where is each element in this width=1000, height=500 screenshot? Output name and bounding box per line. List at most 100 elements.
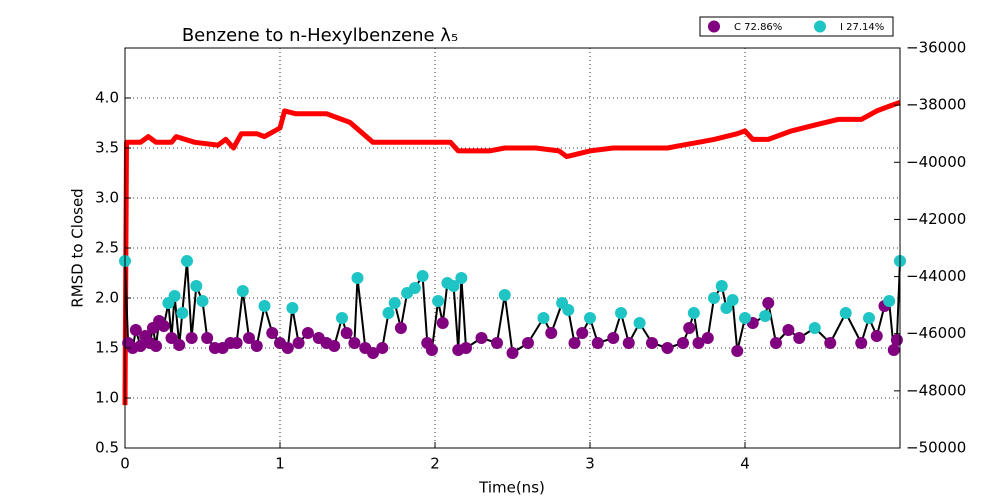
marker xyxy=(382,307,395,319)
marker xyxy=(726,294,739,306)
marker xyxy=(336,312,348,324)
marker xyxy=(436,317,449,329)
marker xyxy=(782,324,795,336)
marker xyxy=(683,322,696,334)
y2-tick-label: −46000 xyxy=(906,324,966,342)
marker xyxy=(328,340,341,352)
marker xyxy=(522,337,534,349)
marker xyxy=(185,332,198,344)
marker xyxy=(687,307,700,319)
marker xyxy=(591,337,604,349)
marker xyxy=(388,297,401,309)
marker xyxy=(348,337,361,349)
y2-tick-label: −44000 xyxy=(906,267,966,285)
y2-tick-label: −48000 xyxy=(906,381,966,399)
y-tick-label: 2.5 xyxy=(95,239,119,257)
marker xyxy=(537,312,550,324)
y-tick-label: 0.5 xyxy=(95,439,119,457)
marker xyxy=(394,322,407,334)
marker xyxy=(168,290,181,302)
y-tick-label: 3.5 xyxy=(95,139,119,157)
marker xyxy=(286,302,299,314)
marker xyxy=(770,337,782,349)
legend: C 72.86% I 27.14% xyxy=(699,16,894,37)
marker xyxy=(236,285,249,297)
y2-tick-label: −42000 xyxy=(906,210,966,228)
marker xyxy=(367,347,379,359)
marker xyxy=(855,337,868,349)
marker xyxy=(129,324,142,336)
marker xyxy=(292,337,305,349)
legend-label: I 27.14% xyxy=(840,22,884,33)
y2-tick-label: −50000 xyxy=(906,439,966,457)
x-tick-label: 2 xyxy=(430,455,440,473)
marker xyxy=(181,255,193,267)
marker xyxy=(301,327,314,339)
marker xyxy=(762,297,775,309)
marker xyxy=(340,327,353,339)
marker xyxy=(677,337,689,349)
marker xyxy=(408,282,421,294)
legend-marker xyxy=(708,20,720,33)
marker xyxy=(646,337,658,349)
marker xyxy=(475,332,488,344)
marker xyxy=(793,332,806,344)
marker xyxy=(870,330,883,342)
y-axis-label: RMSD to Closed xyxy=(69,188,87,307)
marker xyxy=(890,334,903,346)
y2-tick-label: −38000 xyxy=(906,96,966,114)
marker xyxy=(615,307,627,319)
marker xyxy=(584,312,596,324)
marker xyxy=(196,295,209,307)
legend-marker xyxy=(814,20,826,33)
y-tick-label: 1.5 xyxy=(95,339,119,357)
marker xyxy=(134,340,147,352)
marker xyxy=(243,332,255,344)
y-tick-label: 4.0 xyxy=(95,89,119,107)
marker xyxy=(692,337,705,349)
marker xyxy=(708,292,720,304)
legend-box xyxy=(699,16,894,37)
marker xyxy=(258,300,271,312)
marker xyxy=(201,332,214,344)
y-tick-label: 3.0 xyxy=(95,189,119,207)
marker xyxy=(506,347,519,359)
marker xyxy=(863,312,875,324)
marker xyxy=(887,344,900,356)
marker xyxy=(808,322,821,334)
marker xyxy=(759,310,772,322)
energy-line xyxy=(122,99,901,406)
x-tick-label: 4 xyxy=(740,455,750,473)
x-tick-label: 1 xyxy=(275,455,285,473)
legend-label: C 72.86% xyxy=(734,22,782,33)
marker xyxy=(190,280,203,292)
marker xyxy=(731,345,744,357)
marker xyxy=(883,295,896,307)
marker xyxy=(351,272,364,284)
x-tick-label: 0 xyxy=(120,455,130,473)
marker xyxy=(455,272,468,284)
marker xyxy=(250,340,263,352)
marker xyxy=(491,337,503,349)
marker xyxy=(432,295,445,307)
marker xyxy=(281,342,294,354)
marker xyxy=(498,289,511,301)
marker xyxy=(568,337,581,349)
marker xyxy=(266,327,279,339)
marker xyxy=(562,304,575,316)
marker xyxy=(545,327,558,339)
marker xyxy=(416,270,429,282)
marker xyxy=(157,320,170,332)
marker xyxy=(176,307,189,319)
marker xyxy=(460,342,472,354)
marker xyxy=(661,342,674,354)
x-axis-label: Time(ns) xyxy=(478,479,545,497)
marker xyxy=(576,327,589,339)
marker xyxy=(622,337,635,349)
marker xyxy=(701,332,714,344)
marker xyxy=(839,307,852,319)
y2-tick-label: −40000 xyxy=(906,153,966,171)
marker xyxy=(739,312,751,324)
